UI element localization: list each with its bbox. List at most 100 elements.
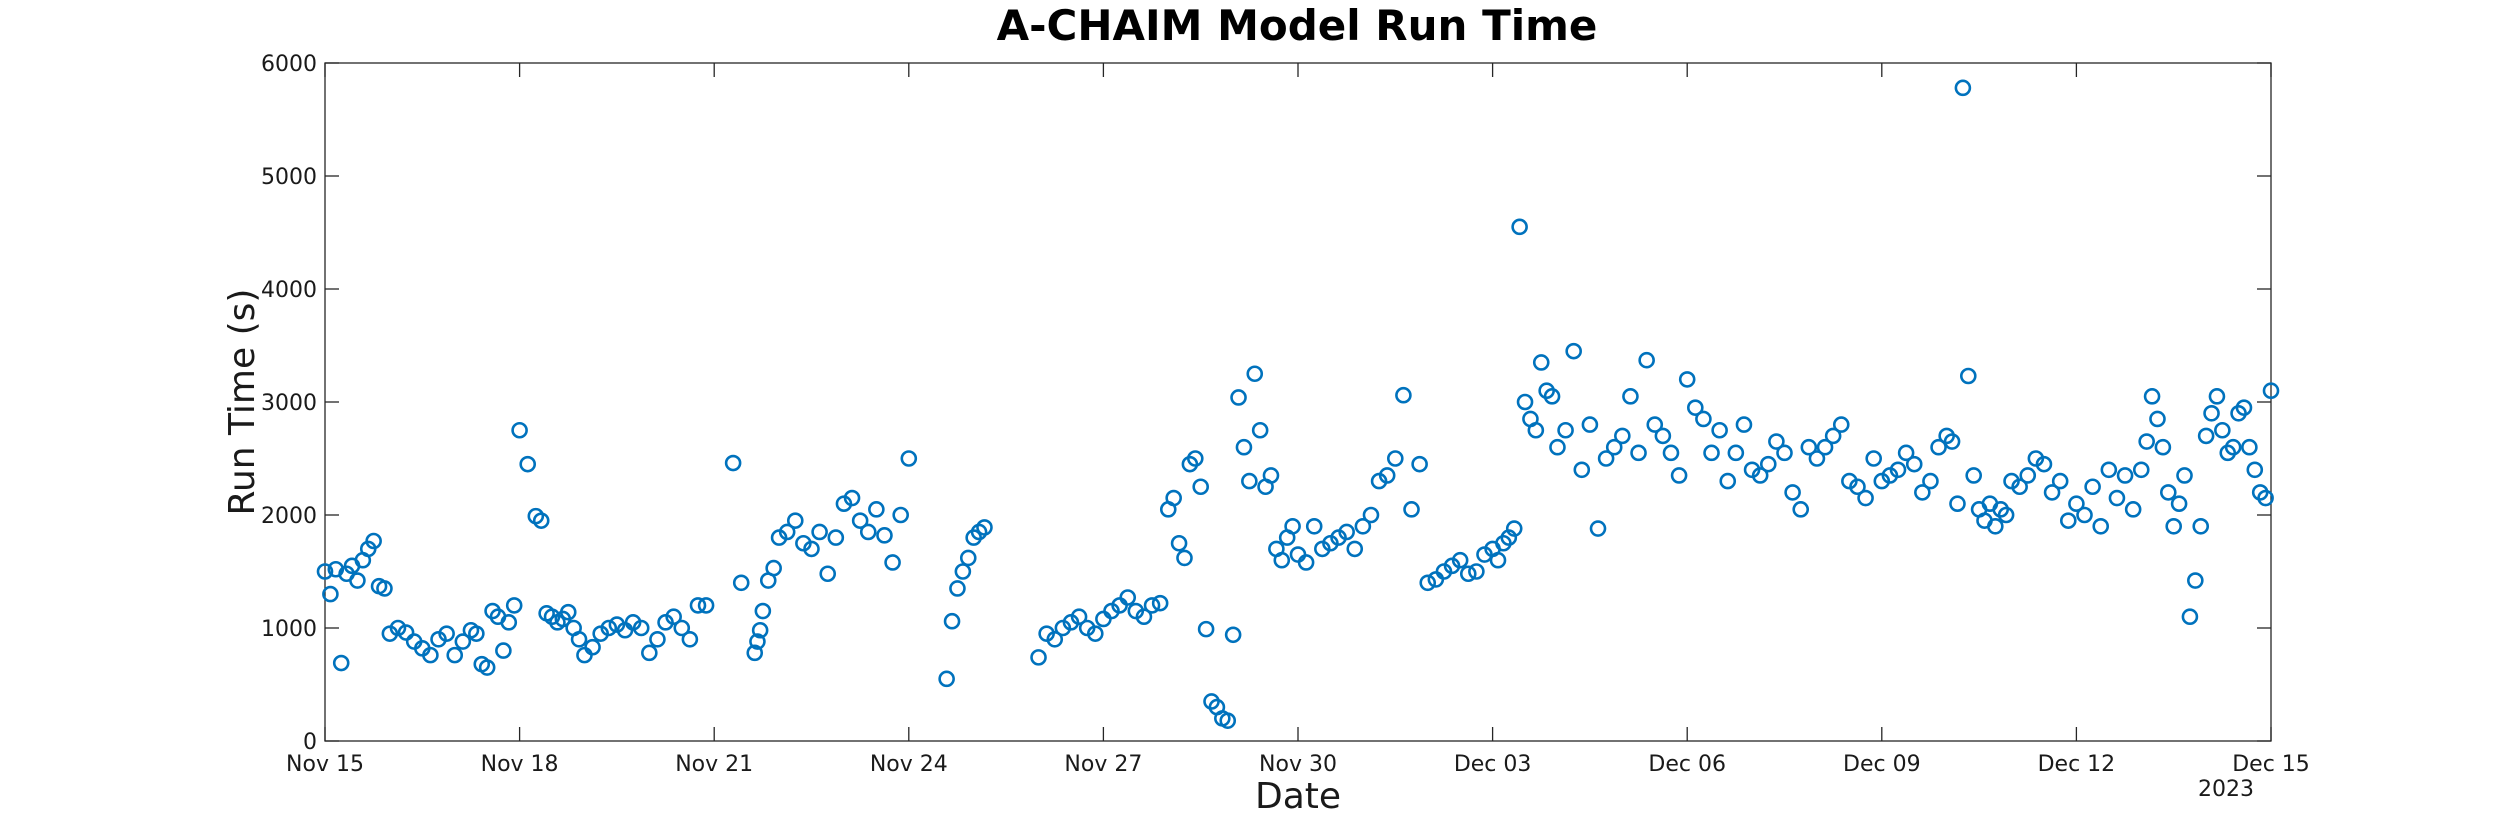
data-point	[2246, 461, 2264, 479]
x-axis-label: Date	[1255, 776, 1341, 817]
data-point	[868, 501, 885, 518]
data-point	[1997, 506, 2015, 524]
data-point	[673, 619, 691, 637]
data-point	[2192, 517, 2210, 535]
data-point	[2154, 438, 2172, 456]
data-point	[1630, 444, 1647, 462]
data-point	[1468, 563, 1485, 580]
data-point	[1897, 444, 1915, 462]
data-point	[1776, 444, 1793, 462]
data-point	[1387, 450, 1404, 467]
data-point	[1273, 551, 1291, 569]
x-axis: Nov 15 Nov 18 Nov 21 Nov 24 Nov 27 Nov 30 Dec …	[286, 63, 2310, 777]
data-point	[2084, 478, 2101, 496]
data-point	[576, 646, 593, 664]
x-tick-label: Nov 21	[675, 752, 753, 777]
data-point	[949, 580, 966, 597]
data-point	[1751, 467, 1769, 484]
data-point	[559, 603, 577, 621]
data-point	[1284, 517, 1301, 535]
data-point	[954, 563, 972, 580]
data-point	[1784, 484, 1801, 501]
y-tick-label: 5000	[261, 165, 317, 190]
data-point	[1930, 438, 1947, 456]
data-point	[1197, 620, 1215, 638]
data-point	[751, 621, 769, 639]
data-point	[1451, 551, 1469, 569]
data-point	[1727, 444, 1745, 462]
data-point	[2208, 388, 2226, 405]
data-point	[786, 512, 804, 529]
data-point	[1241, 472, 1258, 490]
data-point	[1808, 450, 1826, 467]
data-point	[376, 580, 393, 597]
data-point	[1557, 421, 1574, 439]
data-point	[316, 563, 334, 580]
data-point	[1597, 450, 1615, 467]
data-point	[2214, 421, 2231, 439]
data-point	[778, 523, 796, 541]
data-point	[819, 565, 837, 583]
data-point	[1086, 625, 1104, 642]
data-point	[1346, 540, 1364, 558]
data-point	[1230, 389, 1247, 406]
data-point	[851, 512, 869, 529]
data-point	[900, 450, 918, 467]
data-point	[2116, 467, 2134, 484]
data-point	[1816, 438, 1834, 456]
data-point	[697, 597, 715, 614]
data-point	[892, 506, 909, 524]
data-point	[1614, 427, 1631, 445]
data-point	[1403, 501, 1420, 518]
data-point	[1527, 421, 1545, 439]
data-point	[2241, 438, 2258, 456]
data-point	[1662, 444, 1680, 462]
data-point	[1719, 472, 1737, 490]
data-point	[2019, 467, 2037, 484]
data-point	[765, 559, 782, 577]
data-point	[570, 630, 588, 648]
x-tick-label: Dec 09	[1843, 752, 1921, 777]
data-point	[1395, 386, 1412, 404]
data-point	[2159, 484, 2177, 501]
data-point	[1511, 218, 1528, 236]
data-point	[2181, 608, 2199, 626]
x-tick-label: Dec 15	[2232, 752, 2310, 777]
data-point	[1954, 79, 1972, 97]
data-point	[1581, 416, 1599, 433]
data-point	[724, 454, 742, 472]
plot-frame	[324, 62, 2272, 742]
data-point	[1151, 594, 1169, 612]
data-point	[365, 532, 382, 550]
data-point	[884, 554, 901, 571]
data-point	[349, 572, 366, 589]
data-point	[2100, 461, 2118, 479]
data-point	[2051, 472, 2069, 490]
data-point	[1459, 565, 1477, 583]
y-axis-label: Run Time (s)	[222, 289, 263, 516]
data-points	[316, 79, 2280, 729]
data-point	[1186, 450, 1204, 467]
data-point	[1703, 444, 1720, 462]
data-point	[1516, 393, 1534, 411]
y-axis: 0 1000 2000 3000 4000 5000 6000	[261, 52, 2271, 755]
data-point	[2257, 489, 2274, 507]
data-point	[1800, 438, 1818, 456]
data-point	[749, 633, 766, 650]
data-point	[422, 646, 439, 664]
data-point	[811, 523, 828, 541]
data-point	[2092, 517, 2110, 535]
data-point	[959, 549, 977, 567]
data-point	[689, 597, 707, 614]
data-point	[1305, 517, 1323, 535]
data-point	[1849, 478, 1866, 496]
data-point	[1678, 371, 1696, 388]
data-point	[1638, 351, 1655, 369]
data-point	[1943, 433, 1961, 450]
data-point	[1251, 421, 1269, 439]
data-point	[2132, 461, 2150, 479]
data-point	[976, 519, 993, 536]
y-tick-label: 1000	[261, 617, 317, 642]
data-point	[1565, 342, 1582, 360]
